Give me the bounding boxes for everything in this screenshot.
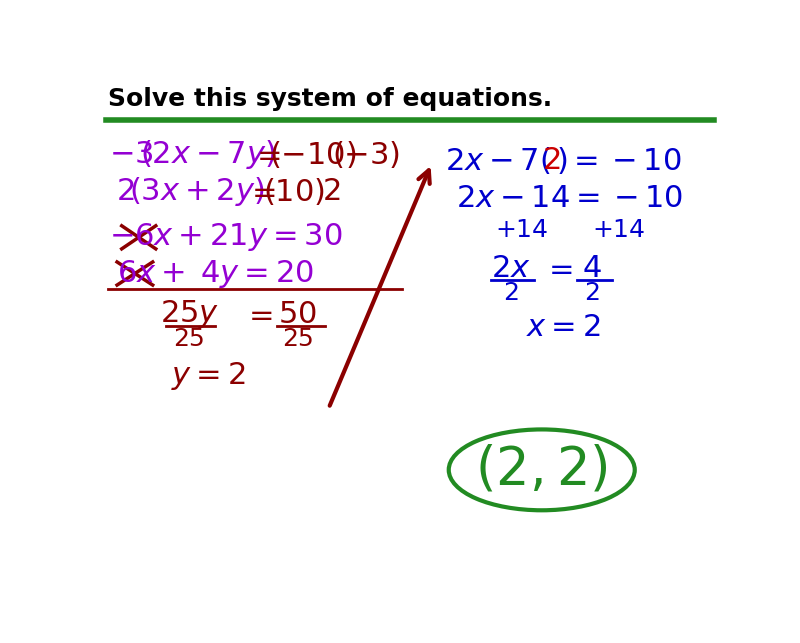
Text: $(2x - 7y)$: $(2x - 7y)$	[140, 138, 276, 170]
Text: $25$: $25$	[174, 327, 205, 351]
Text: $2$: $2$	[115, 177, 134, 206]
Text: $6x +\;  4y = 20$: $6x +\; 4y = 20$	[117, 257, 314, 289]
Text: $2$: $2$	[542, 146, 560, 175]
Text: $2$: $2$	[322, 177, 340, 206]
Text: $-3$: $-3$	[110, 140, 154, 168]
Text: $2x - 14 = -10$: $2x - 14 = -10$	[457, 185, 684, 213]
Text: $) = -10$: $) = -10$	[556, 145, 682, 176]
Text: $+14$: $+14$	[495, 217, 549, 242]
Text: $2x$: $2x$	[491, 253, 530, 283]
Text: $50$: $50$	[278, 300, 317, 329]
Text: $(-3)$: $(-3)$	[333, 139, 401, 170]
Text: $=$: $=$	[243, 300, 274, 329]
Text: Solve this system of equations.: Solve this system of equations.	[108, 87, 552, 111]
Text: $=$: $=$	[251, 140, 282, 168]
Text: $=$: $=$	[543, 253, 574, 283]
Text: $y = 2$: $y = 2$	[171, 360, 246, 392]
Text: $(2, 2)$: $(2, 2)$	[475, 444, 608, 496]
Text: $(10)$: $(10)$	[262, 176, 325, 206]
Text: $25y$: $25y$	[159, 298, 218, 331]
Text: $25$: $25$	[282, 327, 314, 351]
Text: $x = 2$: $x = 2$	[526, 313, 601, 342]
Text: $2$: $2$	[503, 281, 518, 305]
Text: $2x - 7($: $2x - 7($	[445, 145, 550, 176]
Text: $=$: $=$	[246, 177, 276, 206]
Text: $2$: $2$	[584, 281, 600, 305]
Text: $+14$: $+14$	[592, 217, 646, 242]
Text: $(-10)$: $(-10)$	[269, 139, 357, 170]
Text: $(3x + 2y)$: $(3x + 2y)$	[130, 175, 265, 208]
Text: $-6x + 21y = 30$: $-6x + 21y = 30$	[110, 221, 343, 253]
Text: $4$: $4$	[582, 253, 602, 283]
